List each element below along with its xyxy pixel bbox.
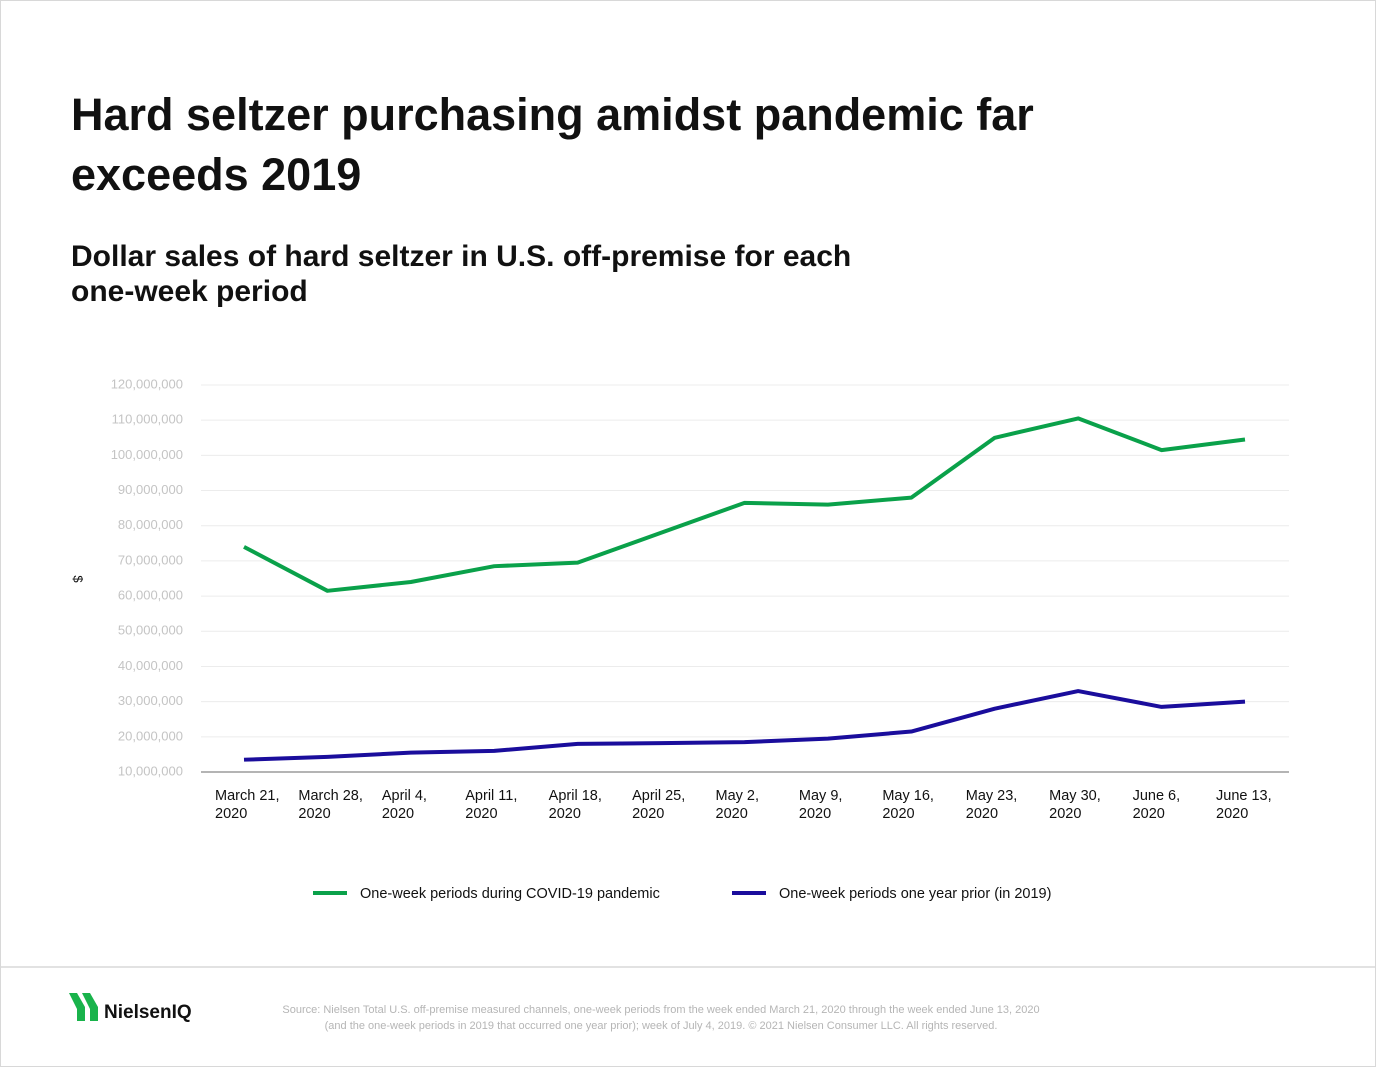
x-tick-label: March 28, 2020: [298, 788, 363, 822]
x-tick-label: May 16, 2020: [882, 788, 934, 822]
y-tick-label: 110,000,000: [112, 412, 183, 427]
x-tick-label: June 13, 2020: [1216, 788, 1272, 822]
logo-text: NielsenIQ: [104, 1002, 192, 1023]
chart-title: Hard seltzer purchasing amidst pandemic …: [71, 89, 1034, 140]
y-tick-label: 50,000,000: [118, 623, 183, 638]
x-tick-label: March 21, 2020: [215, 788, 280, 822]
legend-label: One-week periods one year prior (in 2019…: [779, 886, 1051, 902]
x-tick-label: June 6, 2020: [1132, 788, 1181, 822]
x-tick-label: April 18, 2020: [548, 788, 602, 822]
series-line: [243, 689, 1246, 762]
y-tick-label: 120,000,000: [111, 376, 183, 391]
legend-label: One-week periods during COVID-19 pandemi…: [360, 886, 660, 902]
chart-title: exceeds 2019: [71, 149, 361, 200]
y-tick-label: 90,000,000: [118, 482, 183, 497]
logo-icon: [69, 993, 98, 1021]
x-tick-label: May 2, 2020: [715, 788, 760, 822]
y-tick-label: 40,000,000: [118, 658, 183, 673]
y-tick-label: 20,000,000: [118, 728, 183, 743]
source-note: (and the one-week periods in 2019 that o…: [325, 1020, 998, 1032]
x-tick-label: April 11, 2020: [465, 788, 518, 822]
series-line: [243, 416, 1246, 593]
y-tick-label: 80,000,000: [118, 517, 183, 532]
y-tick-label: 100,000,000: [111, 447, 183, 462]
y-tick-label: 70,000,000: [118, 552, 183, 567]
x-tick-label: April 25, 2020: [632, 788, 686, 822]
y-tick-label: 10,000,000: [118, 763, 183, 778]
y-tick-label: 30,000,000: [118, 693, 183, 708]
x-tick-label: May 30, 2020: [1049, 788, 1101, 822]
x-tick-label: May 23, 2020: [965, 788, 1018, 822]
x-tick-label: April 4, 2020: [381, 788, 427, 822]
y-axis-label: $: [71, 575, 86, 583]
chart-subtitle: Dollar sales of hard seltzer in U.S. off…: [71, 240, 851, 273]
source-note: Source: Nielsen Total U.S. off-premise m…: [282, 1004, 1039, 1016]
x-tick-label: May 9, 2020: [798, 788, 843, 822]
y-tick-label: 60,000,000: [118, 588, 183, 603]
chart-subtitle: one-week period: [71, 275, 308, 308]
